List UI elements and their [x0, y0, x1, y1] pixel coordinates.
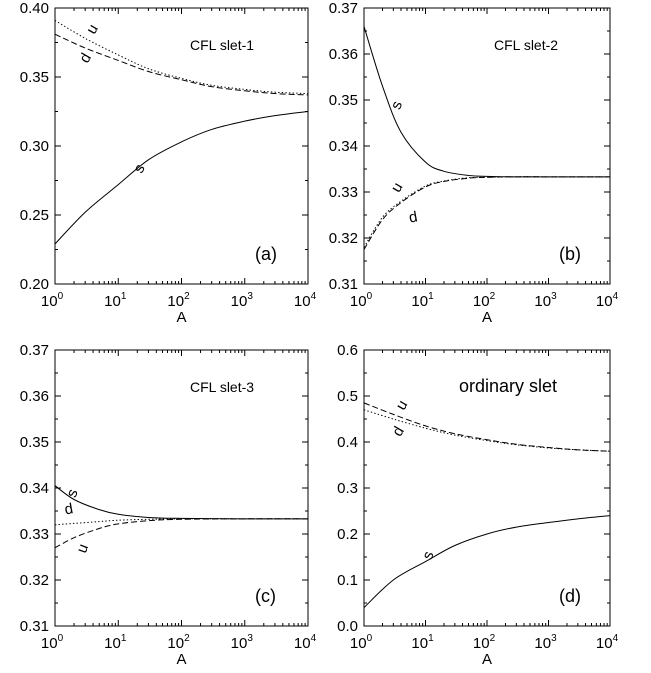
y-tick-label: 0.33	[329, 184, 358, 201]
panel-title: CFL slet-1	[190, 37, 254, 53]
panel-c: 0.31 0.32 0.33 0.34 0.35 0.36 0.37 100 101 102 103…	[20, 342, 317, 668]
x-tick-label: 100	[41, 633, 64, 652]
x-axis-label: A	[482, 309, 492, 326]
y-tick-label: 0.31	[20, 618, 49, 635]
series-line-s	[364, 515, 610, 608]
curve-label-d: d	[408, 208, 419, 226]
y-tick-label: 0.4	[337, 434, 358, 451]
panel-letter: (a)	[255, 244, 277, 264]
y-tick-label: 0.33	[20, 526, 49, 543]
x-tick-label: 104	[596, 291, 619, 310]
x-axis-label: A	[176, 651, 186, 668]
plot-frame	[54, 349, 309, 627]
x-axis-label: A	[482, 651, 492, 668]
curve-label-s: s	[130, 161, 148, 176]
y-tick-label: 0.36	[20, 388, 49, 405]
x-axis-label: A	[176, 309, 186, 326]
curve-label-u: u	[83, 21, 102, 37]
y-tick-label: 0.34	[20, 480, 49, 497]
y-tick-label: 0.1	[337, 572, 358, 589]
x-tick-label: 104	[294, 291, 317, 310]
x-tick-label: 103	[534, 291, 557, 310]
curve-label-s: s	[388, 99, 407, 112]
y-tick-label: 0.5	[337, 388, 358, 405]
panel-a: 0.20 0.25 0.30 0.35 0.40 100 101 102 103 104 Aud s C…	[20, 0, 317, 326]
x-tick-label: 104	[596, 633, 619, 652]
series-line-d	[55, 33, 308, 96]
y-tick-label: 0.32	[329, 230, 358, 247]
x-tick-label: 103	[534, 633, 557, 652]
y-tick-label: 0.0	[337, 618, 358, 635]
y-tick-label: 0.20	[20, 276, 49, 293]
y-tick-label: 0.34	[329, 138, 358, 155]
x-tick-label: 103	[231, 291, 254, 310]
curve-label-d: d	[63, 500, 74, 518]
panel-letter: (d)	[559, 586, 581, 606]
curve-label-u: u	[393, 397, 412, 413]
curve-label-s: s	[419, 549, 438, 562]
y-tick-label: 0.35	[20, 434, 49, 451]
panel-d: 0.0 0.1 0.2 0.3 0.4 0.5 0.6 100 101 102 103 104 Aud s…	[337, 342, 618, 668]
x-tick-label: 101	[104, 291, 127, 310]
series-line-s	[55, 111, 308, 245]
curve-label-d: d	[76, 50, 95, 66]
y-tick-label: 0.2	[337, 526, 358, 543]
curve-label-d: d	[389, 424, 408, 440]
panel-title: CFL slet-2	[494, 37, 558, 53]
y-tick-label: 0.32	[20, 572, 49, 589]
y-tick-label: 0.6	[337, 342, 358, 359]
x-tick-label: 103	[231, 633, 254, 652]
curve-label-u: u	[73, 542, 92, 556]
y-tick-label: 0.36	[329, 46, 358, 63]
series-line-d	[364, 409, 610, 452]
x-tick-label: 104	[294, 633, 317, 652]
x-tick-label: 101	[104, 633, 127, 652]
y-tick-label: 0.25	[20, 207, 49, 224]
series-line-s	[364, 26, 610, 178]
panel-title: ordinary slet	[459, 376, 557, 396]
y-tick-label: 0.30	[20, 138, 49, 155]
y-tick-label: 0.35	[20, 69, 49, 86]
y-tick-label: 0.31	[329, 276, 358, 293]
y-tick-label: 0.3	[337, 480, 358, 497]
y-tick-label: 0.37	[20, 342, 49, 359]
panel-b: 0.31 0.32 0.33 0.34 0.35 0.36 0.37 100 101 102 103…	[329, 0, 619, 326]
x-tick-label: 102	[473, 633, 496, 652]
y-tick-label: 0.35	[329, 92, 358, 109]
x-tick-label: 100	[350, 291, 373, 310]
series-line-s	[55, 485, 308, 520]
curve-label-u: u	[388, 180, 407, 196]
plot-frame	[54, 7, 309, 285]
y-tick-label: 0.37	[329, 0, 358, 17]
panel-letter: (b)	[559, 244, 581, 264]
x-tick-label: 101	[411, 633, 434, 652]
series-line-u	[55, 518, 308, 549]
x-tick-label: 102	[167, 291, 190, 310]
x-tick-label: 101	[411, 291, 434, 310]
plot-frame	[363, 7, 611, 285]
x-tick-label: 100	[41, 291, 64, 310]
panel-letter: (c)	[255, 586, 276, 606]
panel-title: CFL slet-3	[190, 379, 254, 395]
series-line-u	[364, 176, 610, 248]
x-tick-label: 102	[167, 633, 190, 652]
curve-label-s: s	[63, 487, 82, 500]
y-tick-label: 0.40	[20, 0, 49, 17]
series-line-d	[364, 176, 610, 250]
x-tick-label: 102	[473, 291, 496, 310]
x-tick-label: 100	[350, 633, 373, 652]
